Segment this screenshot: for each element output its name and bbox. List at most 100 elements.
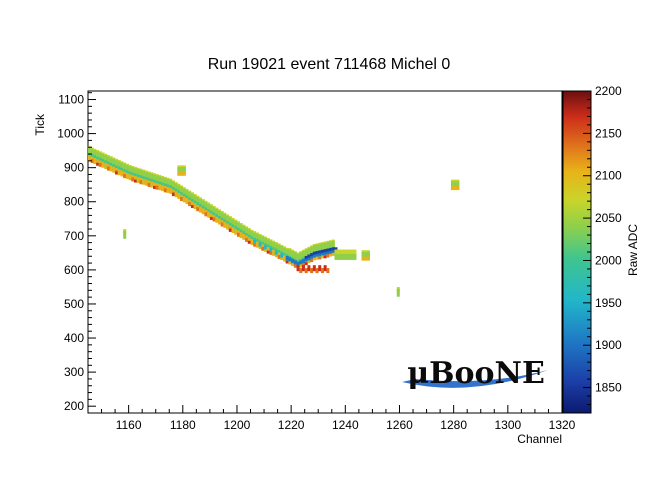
hit-cell	[104, 162, 108, 169]
hit-cell	[304, 268, 308, 274]
hit-cell	[199, 206, 203, 213]
y-tick-label: 700	[64, 229, 84, 243]
hit-cell	[207, 211, 211, 218]
logo-swoosh	[402, 370, 548, 388]
hit-cell	[96, 162, 100, 166]
chart-title: Run 19021 event 711468 Michel 0	[207, 56, 451, 73]
hit-cell	[331, 248, 335, 253]
hit-cell	[345, 253, 349, 260]
hit-cell	[125, 172, 129, 179]
hit-cell	[163, 188, 167, 193]
hit-cell	[304, 258, 308, 265]
hit-cell	[326, 253, 330, 258]
hit-cell	[353, 253, 357, 260]
hit-cell	[134, 176, 138, 183]
hit-cell	[299, 261, 303, 268]
hit-cell	[318, 250, 322, 254]
hit-cell	[112, 166, 116, 173]
x-tick-label: 1180	[170, 418, 196, 432]
hit-cell	[196, 207, 200, 212]
hit-cell	[245, 237, 249, 242]
hit-cell	[366, 256, 370, 261]
x-tick-label: 1220	[278, 418, 305, 432]
hit-cell	[258, 242, 262, 247]
y-axis: 200 300 400 500 600 700 800 900 1000 1100	[57, 92, 96, 413]
hit-cell	[255, 241, 259, 248]
hit-cell	[296, 265, 300, 272]
hit-cell	[174, 191, 178, 198]
hit-cell	[180, 171, 184, 176]
hit-cell	[242, 233, 246, 240]
hit-cell	[204, 212, 208, 217]
hit-cell	[396, 288, 400, 297]
hit-cell	[326, 250, 330, 255]
z-tick-label: 2100	[595, 169, 622, 183]
hit-cell	[450, 181, 454, 190]
x-axis-title: Channel	[517, 432, 562, 446]
hit-cell	[312, 265, 316, 272]
hit-cell	[291, 258, 295, 263]
hit-cell	[312, 253, 316, 258]
hit-cell	[364, 256, 368, 261]
hit-cell	[320, 252, 324, 259]
hit-cell	[212, 217, 216, 222]
hit-cell	[269, 248, 273, 253]
hit-cell	[331, 247, 335, 251]
hit-cell	[88, 155, 91, 162]
hit-cell	[93, 157, 97, 164]
hit-cell	[339, 253, 343, 260]
hit-cell	[155, 185, 159, 190]
hit-cell	[304, 255, 308, 259]
hit-cell	[320, 251, 324, 256]
y-tick-label: 900	[64, 161, 84, 175]
hit-cell	[293, 260, 297, 265]
hit-cell	[123, 174, 127, 179]
hit-cell	[201, 208, 205, 215]
z-tick-label: 2050	[595, 211, 622, 225]
hit-cell	[261, 246, 265, 251]
hit-cell	[147, 182, 151, 187]
hit-cell	[307, 256, 311, 261]
color-scale-title: Raw ADC	[626, 224, 640, 276]
hit-cell	[350, 253, 354, 260]
hit-cell	[331, 249, 335, 256]
hit-cell	[326, 248, 330, 252]
hit-cell	[185, 198, 189, 205]
hit-cell	[136, 176, 140, 183]
color-scale	[562, 90, 592, 414]
hit-cell	[220, 222, 224, 227]
hit-cell	[123, 230, 127, 239]
hit-cell	[226, 223, 230, 230]
hit-cell	[299, 268, 303, 274]
hit-cell	[188, 202, 192, 207]
hit-cell	[223, 221, 227, 228]
hit-cell	[318, 265, 322, 272]
hit-cell	[315, 252, 319, 257]
z-tick-label: 1950	[595, 296, 622, 310]
hit-cell	[323, 249, 327, 253]
y-tick-label: 200	[64, 399, 84, 413]
hit-cell	[253, 239, 257, 244]
hit-cell	[177, 167, 181, 176]
hit-layer	[88, 146, 460, 297]
hit-cell	[329, 249, 333, 254]
microboone-logo: μBooNE	[402, 356, 548, 391]
hit-cell	[169, 187, 173, 194]
hit-cell	[326, 268, 330, 274]
hit-cell	[285, 255, 289, 260]
hit-cell	[247, 237, 251, 244]
hit-cell	[150, 181, 154, 188]
hit-cell	[120, 170, 124, 177]
hit-cell	[307, 265, 311, 272]
hit-cell	[320, 249, 324, 253]
hit-cell	[296, 261, 300, 266]
hit-cell	[180, 197, 184, 202]
x-tick-label: 1280	[440, 418, 467, 432]
hit-cell	[342, 253, 346, 260]
hit-cell	[218, 218, 222, 225]
hit-cell	[301, 258, 305, 263]
x-tick-label: 1240	[332, 418, 359, 432]
hit-cell	[315, 253, 319, 260]
hit-cell	[142, 178, 146, 185]
